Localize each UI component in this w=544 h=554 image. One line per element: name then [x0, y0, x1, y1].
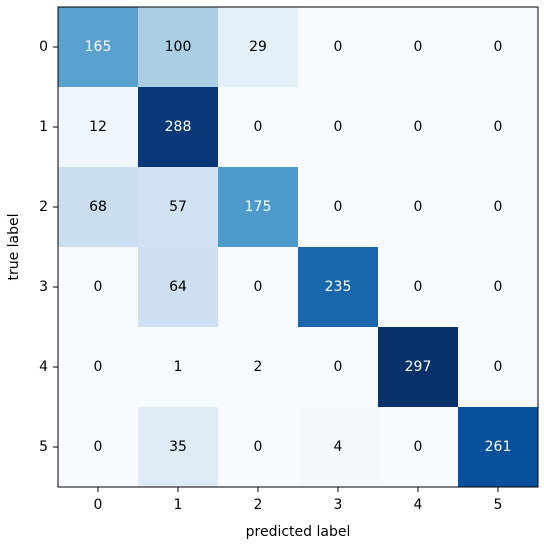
heatmap-cell: [378, 247, 458, 327]
cell-label: 175: [245, 199, 272, 215]
heatmap-cell: [58, 87, 138, 167]
cell-label: 12: [89, 119, 107, 135]
x-tick-label: 5: [494, 497, 503, 513]
cell-label: 4: [334, 439, 343, 455]
cell-label: 2: [254, 359, 263, 375]
heatmap-cell: [58, 407, 138, 487]
cell-label: 288: [165, 119, 192, 135]
heatmap-cell: [458, 247, 538, 327]
x-tick-label: 1: [174, 497, 183, 513]
cell-label: 0: [494, 119, 503, 135]
heatmap-cell: [138, 407, 218, 487]
heatmap-cell: [58, 167, 138, 247]
heatmap-cell: [218, 247, 298, 327]
cell-label: 100: [165, 39, 192, 55]
x-tick-label: 0: [94, 497, 103, 513]
heatmap-cell: [138, 167, 218, 247]
heatmap-cell: [138, 327, 218, 407]
cell-label: 0: [494, 39, 503, 55]
plot-frame: [57, 6, 539, 488]
heatmap-cell: [298, 167, 378, 247]
cell-label: 64: [169, 279, 187, 295]
heatmap-cell: [138, 7, 218, 87]
heatmap-cell: [218, 327, 298, 407]
cell-label: 0: [414, 119, 423, 135]
y-tick-label: 2: [39, 199, 48, 215]
heatmap-cell: [298, 7, 378, 87]
heatmap-cell: [218, 167, 298, 247]
heatmap-cell: [378, 407, 458, 487]
cell-label: 297: [405, 359, 432, 375]
heatmap-cell: [378, 327, 458, 407]
heatmap-cell: [378, 167, 458, 247]
x-axis-label: predicted label: [246, 524, 351, 540]
cell-label: 0: [94, 279, 103, 295]
heatmap-cell: [458, 327, 538, 407]
heatmap-cell: [298, 247, 378, 327]
heatmap-cell: [218, 7, 298, 87]
cell-label: 1: [174, 359, 183, 375]
heatmap-cell: [298, 407, 378, 487]
cell-label: 0: [494, 359, 503, 375]
cell-label: 0: [414, 279, 423, 295]
cell-label: 0: [414, 199, 423, 215]
heatmap-cell: [458, 407, 538, 487]
cell-label: 0: [254, 439, 263, 455]
cell-label: 0: [494, 279, 503, 295]
heatmap-cell: [298, 87, 378, 167]
heatmap-cell: [378, 87, 458, 167]
heatmap-cell: [298, 327, 378, 407]
x-tick-label: 3: [334, 497, 343, 513]
y-tick-label: 3: [39, 279, 48, 295]
y-tick-label: 1: [39, 119, 48, 135]
x-tick-label: 4: [414, 497, 423, 513]
x-tick-label: 2: [254, 497, 263, 513]
heatmap-cell: [218, 87, 298, 167]
cell-label: 0: [414, 39, 423, 55]
heatmap-cell: [138, 87, 218, 167]
y-tick-label: 5: [39, 439, 48, 455]
cell-label: 29: [249, 39, 267, 55]
cell-label: 68: [89, 199, 107, 215]
heatmap-cell: [458, 7, 538, 87]
heatmap-cell: [458, 167, 538, 247]
cell-label: 0: [254, 279, 263, 295]
cell-label: 0: [494, 199, 503, 215]
y-tick-label: 0: [39, 39, 48, 55]
cell-label: 0: [94, 439, 103, 455]
y-axis-label: true label: [6, 213, 22, 280]
heatmap-cell: [138, 247, 218, 327]
cell-label: 0: [94, 359, 103, 375]
cell-label: 57: [169, 199, 187, 215]
heatmap-cell: [378, 7, 458, 87]
cell-label: 0: [334, 359, 343, 375]
heatmap-cell: [58, 247, 138, 327]
cell-label: 261: [485, 439, 512, 455]
cell-label: 235: [325, 279, 352, 295]
cell-label: 0: [334, 39, 343, 55]
cell-label: 0: [414, 439, 423, 455]
heatmap-cell: [58, 327, 138, 407]
cell-label: 165: [85, 39, 112, 55]
cell-label: 35: [169, 439, 187, 455]
cell-label: 0: [254, 119, 263, 135]
y-tick-label: 4: [39, 359, 48, 375]
cell-label: 0: [334, 199, 343, 215]
heatmap-cell: [218, 407, 298, 487]
heatmap-cell: [458, 87, 538, 167]
cell-label: 0: [334, 119, 343, 135]
heatmap-cell: [58, 7, 138, 87]
